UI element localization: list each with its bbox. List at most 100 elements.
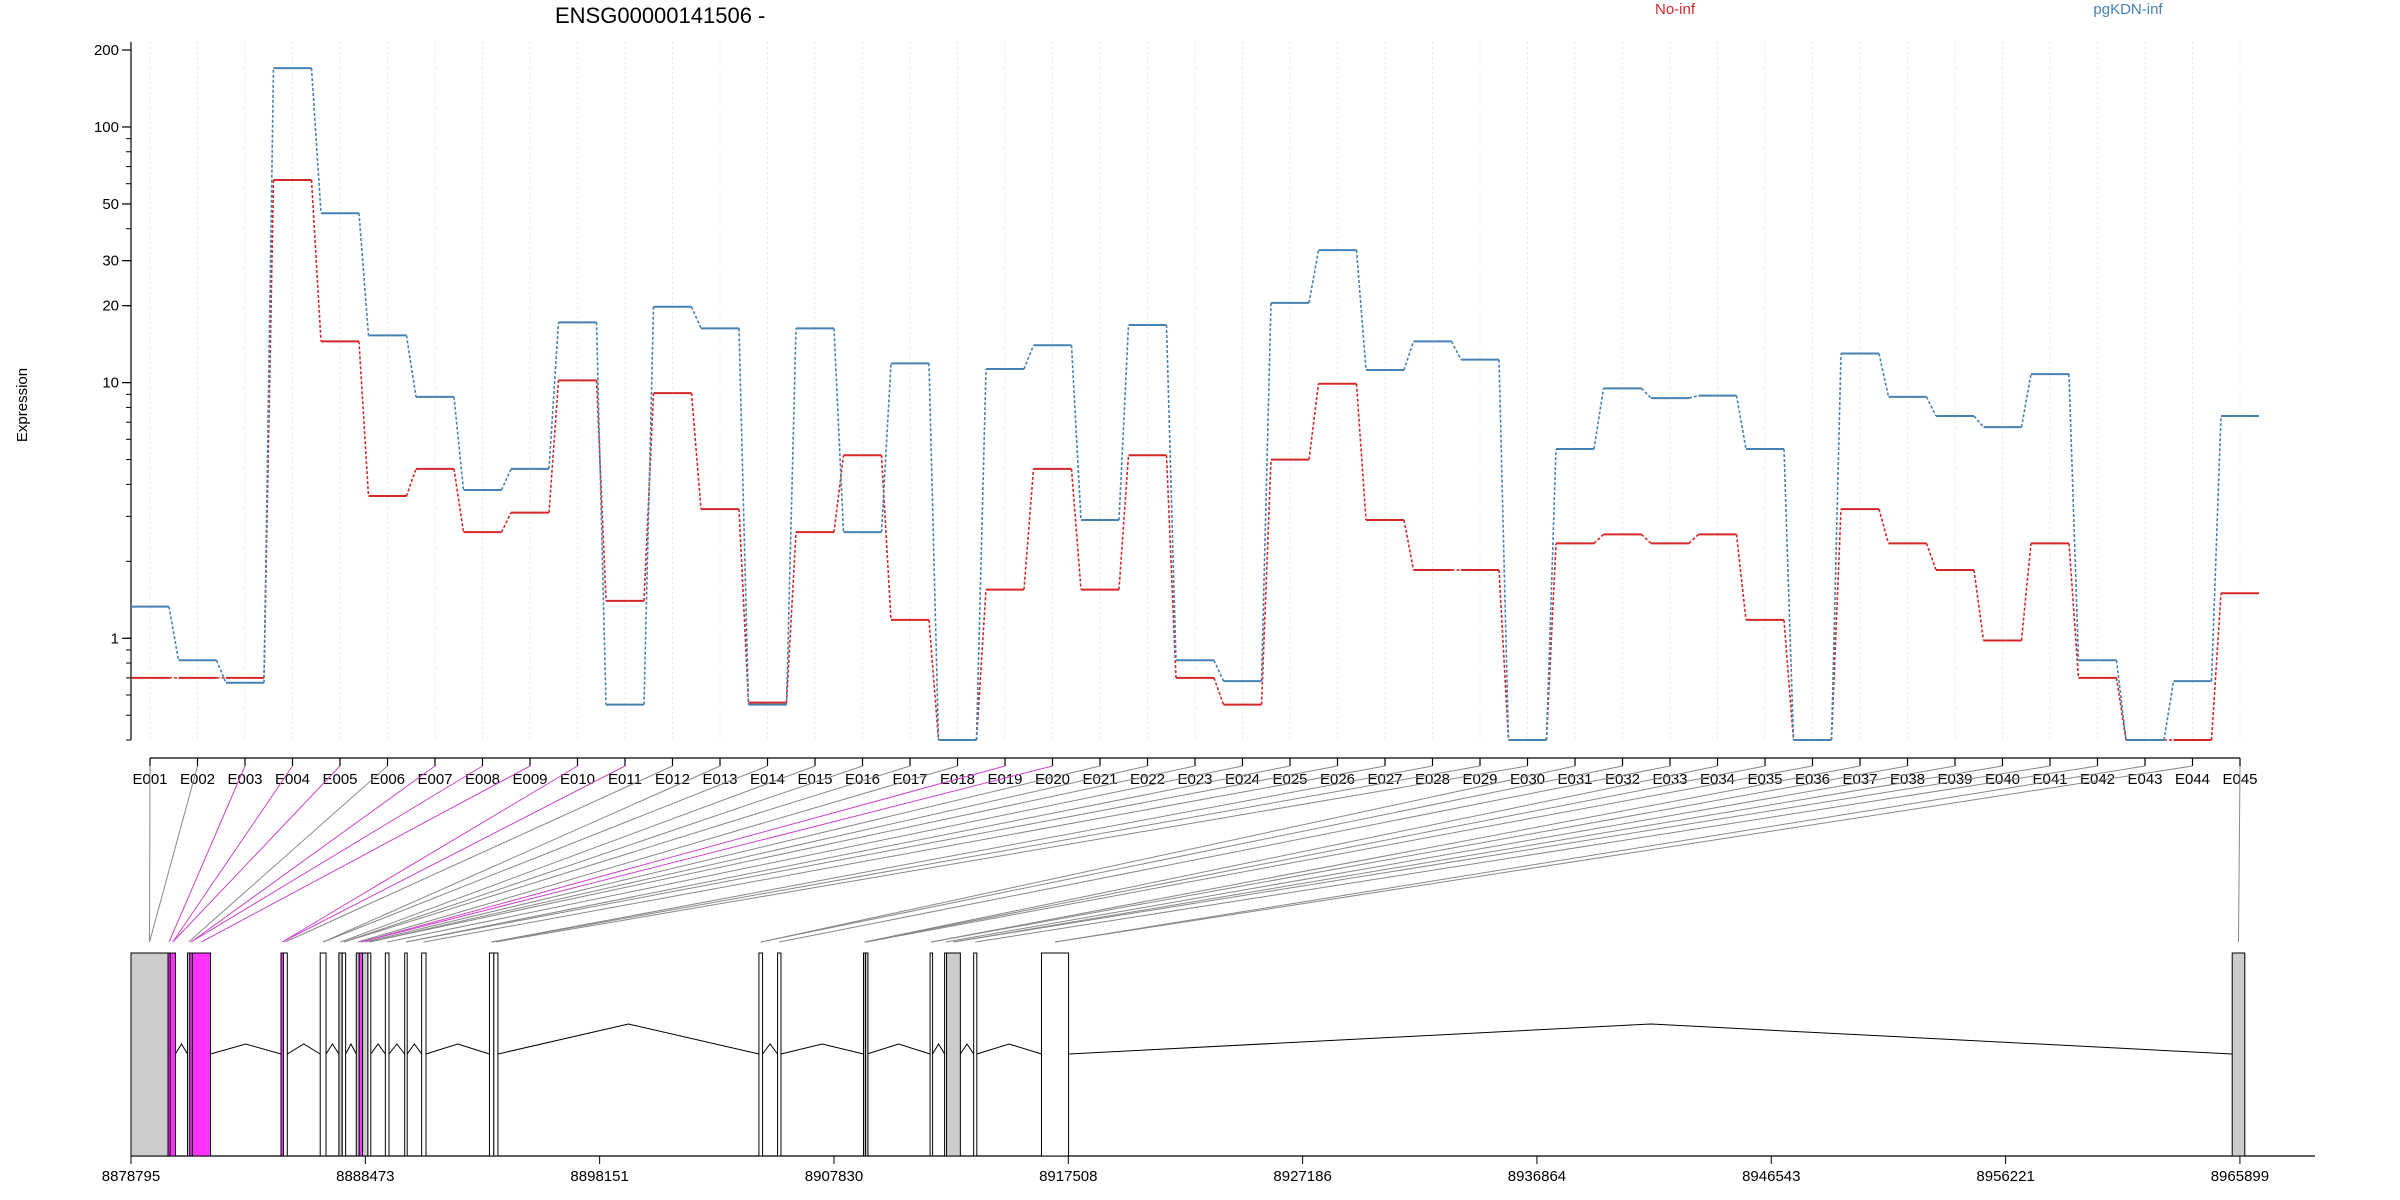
connector-pgKDN-inf	[880, 363, 892, 533]
exon-connector-E042	[975, 765, 2098, 943]
connector-No-inf	[975, 589, 987, 741]
exon-box-20	[493, 952, 499, 1157]
intron-line	[932, 1043, 946, 1055]
connector-pgKDN-inf	[643, 306, 655, 705]
connector-No-inf	[690, 393, 702, 510]
connector-No-inf	[453, 468, 465, 533]
connector-No-inf	[1593, 533, 1605, 544]
connector-pgKDN-inf	[1213, 659, 1225, 682]
legend-entry-pgkdn-inf: pgKDN-inf	[2093, 1, 2163, 18]
connector-pgKDN-inf	[595, 322, 607, 705]
exon-box-16	[384, 952, 390, 1157]
exon-connector-E005	[172, 765, 341, 943]
intron-line	[780, 1043, 864, 1055]
intron-line	[497, 1023, 760, 1055]
exon-box-29	[1040, 952, 1070, 1157]
connector-No-inf	[1878, 508, 1890, 544]
x-tick-label-E006: E006	[370, 771, 405, 788]
intron-line	[425, 1043, 490, 1055]
exon-connector-E031	[760, 765, 1576, 943]
connector-pgKDN-inf	[2163, 680, 2175, 741]
exon-connector-E010	[281, 765, 578, 943]
connector-No-inf	[785, 532, 797, 703]
series-No-inf	[131, 179, 2259, 741]
x-tick-label-E009: E009	[512, 771, 547, 788]
exon-box-25	[929, 952, 934, 1157]
x-tick-label-E027: E027	[1367, 771, 1402, 788]
connector-pgKDN-inf	[1735, 395, 1747, 450]
exon-connector-E032	[760, 765, 1623, 943]
connector-pgKDN-inf	[215, 659, 227, 684]
connector-No-inf	[1213, 677, 1225, 705]
exon-connector-E044	[1054, 765, 2193, 943]
legend-entry-no-inf: No-inf	[1655, 1, 1696, 18]
x-tick-label-E034: E034	[1700, 771, 1735, 788]
connector-pgKDN-inf	[1023, 344, 1035, 370]
connector-pgKDN-inf	[1308, 249, 1320, 304]
exon-box-15	[367, 952, 372, 1157]
exon-box-8	[282, 952, 288, 1157]
connector-pgKDN-inf	[358, 213, 370, 336]
connector-No-inf	[1023, 468, 1035, 590]
exon-connector-E006	[188, 765, 388, 943]
exon-connector-E023	[369, 765, 1196, 943]
y-axis-label: Expression	[14, 368, 31, 442]
connector-No-inf	[1118, 455, 1130, 590]
connector-No-inf	[548, 380, 560, 513]
exon-box-17	[404, 952, 408, 1157]
connector-No-inf	[263, 180, 275, 678]
x-tick-label-E013: E013	[702, 771, 737, 788]
connector-pgKDN-inf	[310, 68, 322, 214]
connector-pgKDN-inf	[1355, 250, 1367, 371]
x-tick-label-E035: E035	[1747, 771, 1782, 788]
connector-pgKDN-inf	[1165, 325, 1177, 661]
connector-No-inf	[1925, 543, 1937, 571]
intron-line	[370, 1043, 386, 1055]
exon-connector-E015	[340, 765, 816, 943]
connector-No-inf	[1070, 468, 1082, 590]
exon-connector-E024	[387, 765, 1243, 943]
exon-connector-lines	[149, 765, 2241, 943]
exon-connector-E041	[953, 765, 2051, 943]
connector-No-inf	[1735, 534, 1747, 620]
genomic-tick-label: 8946543	[1742, 1168, 1800, 1185]
connector-No-inf	[1973, 569, 1985, 641]
connector-pgKDN-inf	[453, 396, 465, 491]
connector-No-inf	[1498, 569, 1510, 741]
exon-connector-E028	[491, 765, 1433, 943]
exon-connector-E039	[945, 765, 1956, 943]
exon-connector-E037	[931, 765, 1861, 943]
exon-connector-E022	[369, 765, 1148, 943]
x-tick-label-E024: E024	[1225, 771, 1260, 788]
exon-box-1	[130, 952, 169, 1157]
genomic-tick-label: 8878795	[102, 1168, 160, 1185]
x-tick-label-E028: E028	[1415, 771, 1450, 788]
x-tick-label-E002: E002	[180, 771, 215, 788]
connector-pgKDN-inf	[2115, 660, 2127, 741]
y-tick-label: 1	[111, 630, 119, 647]
exon-connector-E020	[360, 765, 1053, 943]
x-tick-label-E036: E036	[1795, 771, 1830, 788]
connector-pgKDN-inf	[2020, 373, 2032, 428]
exon-connector-E043	[1054, 765, 2146, 943]
connector-pgKDN-inf	[405, 335, 417, 397]
exon-connector-E003	[168, 765, 246, 943]
connector-pgKDN-inf	[1973, 415, 1985, 428]
x-tick-label-E011: E011	[608, 771, 642, 788]
connector-No-inf	[1783, 619, 1795, 741]
series-pgKDN-inf	[131, 67, 2259, 741]
genomic-tick-label: 8898151	[570, 1168, 628, 1185]
exon-connector-E040	[953, 765, 2003, 943]
x-tick-label-E044: E044	[2175, 771, 2210, 788]
x-tick-label-E016: E016	[845, 771, 880, 788]
connector-No-inf	[880, 455, 892, 620]
genomic-tick-label: 8907830	[805, 1168, 863, 1185]
exon-connector-E011	[281, 765, 626, 943]
exon-box-21	[758, 952, 764, 1157]
connector-pgKDN-inf	[168, 606, 180, 661]
intron-line	[210, 1043, 282, 1055]
exon-connector-E009	[201, 765, 531, 943]
exon-box-3	[169, 952, 176, 1157]
exon-connector-E017	[343, 765, 911, 943]
exon-box-6	[191, 952, 212, 1157]
